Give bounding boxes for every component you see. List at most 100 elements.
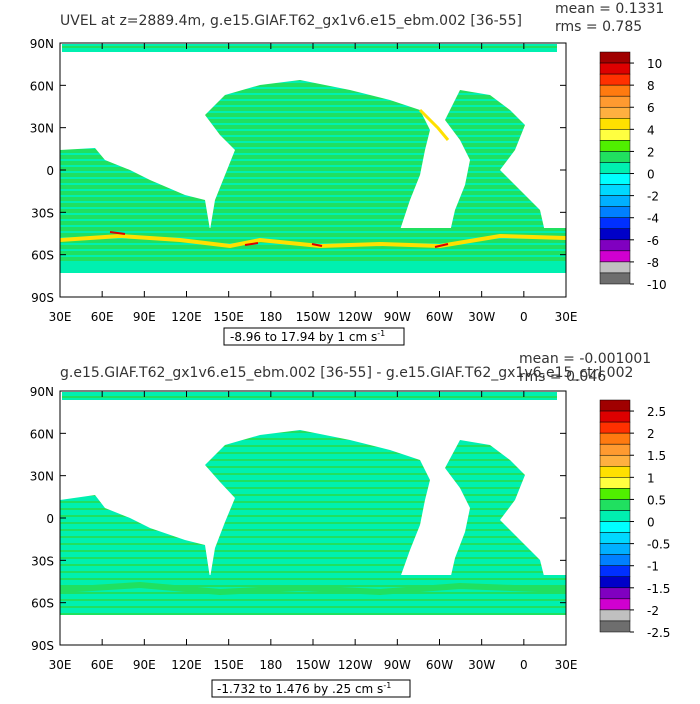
bottom-colorbar-swatch — [599, 532, 631, 544]
top-colorbar-swatch — [599, 129, 631, 141]
acc-band — [60, 233, 566, 249]
bottom-colorbar-swatch — [599, 543, 631, 555]
top-colorbar-swatch — [599, 140, 631, 152]
top-ytick-label: 60N — [30, 79, 54, 93]
bottom-x-axis: 30E 60E 90E 120E 150E 180 150W 120W 90W 60W 30W 0 30… — [49, 391, 578, 672]
bottom-colorbar-swatch — [599, 443, 631, 456]
bottom-southern-ocean — [60, 575, 566, 615]
bottom-range-label: -1.732 to 1.476 by .25 cm s — [217, 682, 383, 696]
top-map — [60, 43, 566, 297]
bottom-colorbar-label: -1.5 — [647, 582, 670, 596]
top-colorbar-swatch — [599, 51, 631, 64]
bottom-xtick-label: 0 — [520, 658, 528, 672]
atlantic-ocean — [445, 90, 545, 232]
bottom-colorbar-label: -0.5 — [647, 538, 670, 552]
top-xtick-label: 30W — [468, 310, 495, 324]
indian-ocean — [60, 148, 210, 232]
bottom-arctic-ocean — [62, 392, 557, 400]
bottom-ytick-label: 90S — [31, 639, 54, 653]
bottom-colorbar-label: 1 — [647, 471, 655, 485]
bottom-xtick-label: 120W — [338, 658, 373, 672]
bottom-colorbar-swatch — [599, 454, 631, 467]
bottom-range-exp: -1 — [383, 681, 391, 690]
svg-text:-8.96 to 17.94 by 1 cm s-1: -8.96 to 17.94 by 1 cm s-1 — [230, 329, 385, 344]
bottom-colorbar-label: 0 — [647, 516, 655, 530]
bottom-y-axis: 90N 60N 30N 0 30S 60S 90S — [30, 385, 566, 653]
bottom-colorbar-swatch — [599, 421, 631, 434]
bottom-colorbar-label: 2 — [647, 427, 655, 441]
bottom-colorbar-swatch — [599, 410, 631, 423]
bottom-map — [60, 391, 566, 645]
top-colorbar-label: 6 — [647, 101, 655, 115]
bottom-ytick-label: 30N — [30, 470, 54, 484]
top-colorbar-swatch — [599, 228, 631, 241]
bottom-panel: g.e15.GIAF.T62_gx1v6.e15_ebm.002 [36-55]… — [30, 351, 670, 698]
top-colorbar-label: 2 — [647, 145, 655, 159]
top-xtick-label: 180 — [259, 310, 282, 324]
bottom-xtick-label: 30E — [555, 658, 578, 672]
top-colorbar-label: 4 — [647, 123, 655, 137]
bottom-colorbar-swatch — [599, 565, 631, 578]
top-colorbar-swatch — [599, 173, 631, 185]
top-colorbar-label: -10 — [647, 278, 667, 292]
bottom-xtick-label: 180 — [259, 658, 282, 672]
top-colorbar-label: 8 — [647, 79, 655, 93]
bottom-pacific-ocean — [205, 430, 430, 578]
top-colorbar-label: -4 — [647, 212, 659, 226]
bottom-ytick-label: 0 — [46, 512, 54, 526]
bottom-colorbar-swatch — [599, 598, 631, 611]
top-x-axis: 30E 60E 90E 120E 150E 180 150W 120W 90W 60W 30W 0 30… — [49, 43, 577, 324]
bottom-mean: mean = -0.001001 — [519, 351, 651, 367]
top-colorbar-swatch — [599, 118, 631, 130]
top-colorbar-label: -6 — [647, 234, 659, 248]
bottom-colorbar-swatch — [599, 620, 631, 633]
bottom-colorbar-label: -1 — [647, 560, 659, 574]
bottom-colorbar-swatch — [599, 466, 631, 478]
bottom-colorbar-label: 1.5 — [647, 449, 666, 463]
top-colorbar-swatch — [599, 84, 631, 97]
top-rms: rms = 0.785 — [555, 19, 642, 35]
top-ytick-label: 60S — [31, 249, 54, 263]
top-colorbar-label: -2 — [647, 190, 659, 204]
top-colorbar-swatch — [599, 151, 631, 163]
top-y-axis: 90N 60N 30N 0 30S 60S 90S — [30, 37, 566, 305]
top-ytick-label: 30N — [30, 122, 54, 136]
svg-text:-1.732 to 1.476 by .25 cm s-1: -1.732 to 1.476 by .25 cm s-1 — [217, 681, 391, 696]
top-colorbar: 10 8 6 4 2 0 -2 -4 -6 -8 -10 — [599, 51, 667, 292]
arctic-ocean — [62, 44, 557, 52]
bottom-colorbar-label: -2 — [647, 604, 659, 618]
acc-extremes — [109, 231, 449, 248]
bottom-ytick-label: 60N — [30, 427, 54, 441]
top-range-label: -8.96 to 17.94 by 1 cm s — [230, 330, 377, 344]
top-xtick-label: 90E — [133, 310, 156, 324]
bottom-ytick-label: 30S — [31, 554, 54, 568]
top-colorbar-swatch — [599, 261, 631, 274]
bottom-rms: rms = 0.046 — [519, 369, 606, 385]
top-colorbar-swatch — [599, 106, 631, 119]
bottom-colorbar-swatch — [599, 432, 631, 445]
top-xtick-label: 60E — [91, 310, 114, 324]
bottom-xtick-label: 30W — [468, 658, 495, 672]
bottom-xtick-label: 150W — [296, 658, 331, 672]
bottom-colorbar-swatch — [599, 609, 631, 622]
bottom-acc-band — [60, 581, 566, 596]
bottom-colorbar-swatch — [599, 499, 631, 511]
bottom-colorbar-swatch — [599, 587, 631, 600]
top-colorbar-swatch — [599, 162, 631, 174]
bottom-xtick-label: 120E — [171, 658, 202, 672]
top-colorbar-swatch — [599, 217, 631, 230]
top-colorbar-swatch — [599, 239, 631, 252]
top-title: UVEL at z=2889.4m, g.e15.GIAF.T62_gx1v6.… — [60, 13, 522, 29]
bottom-colorbar-swatch — [599, 399, 631, 412]
bottom-colorbar-swatch — [599, 477, 631, 489]
top-colorbar-swatch — [599, 250, 631, 263]
top-colorbar-swatch — [599, 95, 631, 108]
top-xtick-label: 0 — [520, 310, 528, 324]
bottom-xtick-label: 60W — [426, 658, 453, 672]
top-colorbar-swatch — [599, 195, 631, 207]
bottom-ytick-label: 60S — [31, 597, 54, 611]
top-xtick-label: 120W — [338, 310, 373, 324]
top-mean: mean = 0.1331 — [555, 1, 664, 17]
top-ytick-label: 0 — [46, 164, 54, 178]
